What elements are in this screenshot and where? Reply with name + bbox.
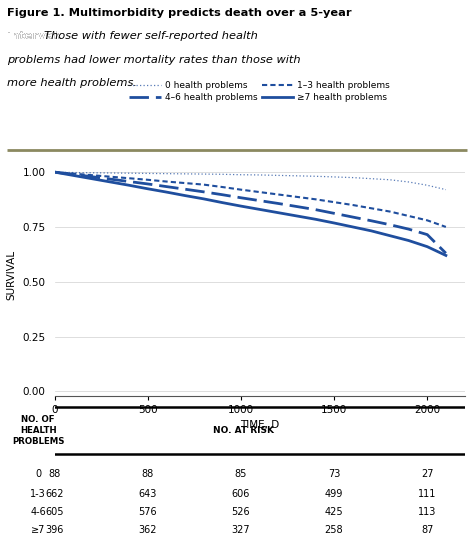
Text: NO. OF
HEALTH
PROBLEMS: NO. OF HEALTH PROBLEMS (12, 415, 64, 447)
Text: 0: 0 (35, 469, 41, 479)
Text: 88: 88 (142, 469, 154, 479)
Text: 425: 425 (325, 507, 343, 517)
Text: 113: 113 (418, 507, 437, 517)
Text: 526: 526 (232, 507, 250, 517)
Legend: 0 health problems, 4–6 health problems, 1–3 health problems, ≥7 health problems: 0 health problems, 4–6 health problems, … (126, 77, 393, 106)
Text: 87: 87 (421, 525, 433, 535)
Text: 606: 606 (232, 489, 250, 498)
Text: 27: 27 (421, 469, 434, 479)
Text: problems had lower mortality rates than those with: problems had lower mortality rates than … (7, 55, 301, 65)
X-axis label: TIME, D: TIME, D (240, 421, 279, 431)
Text: 85: 85 (235, 469, 247, 479)
Text: 499: 499 (325, 489, 343, 498)
Text: Figure 1. Multimorbidity predicts death over a 5-year: Figure 1. Multimorbidity predicts death … (7, 8, 352, 18)
Text: 1-3: 1-3 (30, 489, 46, 498)
Text: 643: 643 (138, 489, 157, 498)
Text: 4-6: 4-6 (30, 507, 46, 517)
Text: 88: 88 (48, 469, 61, 479)
Text: ≥7: ≥7 (31, 525, 46, 535)
Text: more health problems.: more health problems. (7, 78, 137, 88)
Text: 258: 258 (325, 525, 343, 535)
Text: 73: 73 (328, 469, 340, 479)
Text: 111: 111 (418, 489, 437, 498)
Text: interval:: interval: (7, 31, 66, 41)
Text: 396: 396 (46, 525, 64, 535)
Text: 662: 662 (45, 489, 64, 498)
Text: 362: 362 (138, 525, 157, 535)
Text: NO. AT RISK: NO. AT RISK (213, 426, 273, 435)
Text: 605: 605 (45, 507, 64, 517)
Y-axis label: SURVIVAL: SURVIVAL (7, 250, 17, 300)
Text: Those with fewer self-reported health: Those with fewer self-reported health (44, 31, 257, 41)
Text: 327: 327 (232, 525, 250, 535)
Text: 576: 576 (138, 507, 157, 517)
Text: interval:: interval: (7, 31, 66, 41)
